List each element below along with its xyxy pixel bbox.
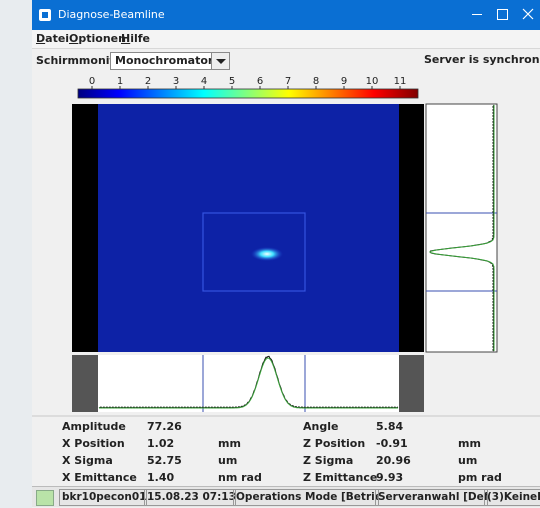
stat-label: Z Position (303, 437, 365, 450)
stat-unit: pm rad (458, 471, 502, 484)
stat-unit: um (218, 454, 237, 467)
stat-unit: mm (218, 437, 241, 450)
stat-label: Z Emittance (303, 471, 377, 484)
status-field: Serveranwahl [Default] (375, 489, 488, 506)
colorbar-tick-label: 4 (201, 76, 207, 87)
status-field: Operations Mode [Betrieb] (233, 489, 379, 506)
stat-label: Amplitude (62, 420, 126, 433)
stat-value: -0.91 (376, 437, 408, 450)
colorbar (78, 89, 418, 98)
stat-label: Angle (303, 420, 338, 433)
colorbar-tick-label: 7 (285, 76, 291, 87)
stat-value: 20.96 (376, 454, 411, 467)
stat-value: 1.40 (147, 471, 174, 484)
stat-label: X Sigma (62, 454, 113, 467)
colorbar-tick-label: 1 (117, 76, 123, 87)
status-field: (3)KeineIniDatei (484, 489, 540, 506)
stat-value: 5.84 (376, 420, 403, 433)
colorbar-tick-label: 9 (341, 76, 347, 87)
stat-label: Z Sigma (303, 454, 353, 467)
colorbar-tick-label: 6 (257, 76, 263, 87)
beam-spot (251, 247, 283, 261)
status-field: bkr10pecon01 (59, 489, 147, 506)
colorbar-tick-label: 3 (173, 76, 179, 87)
status-icon (36, 490, 54, 506)
stat-value: 52.75 (147, 454, 182, 467)
stat-value: 77.26 (147, 420, 182, 433)
colorbar-tick-label: 5 (229, 76, 235, 87)
beam-view: 0 1 2 3 4 5 6 7 8 9 10 11 (0, 0, 540, 420)
stat-unit: nm rad (218, 471, 262, 484)
colorbar-tick-label: 11 (394, 76, 407, 87)
status-field: 15.08.23 07:13:10 (144, 489, 236, 506)
stat-label: X Position (62, 437, 125, 450)
colorbar-tick-label: 8 (313, 76, 319, 87)
stat-unit: um (458, 454, 477, 467)
stat-value: 1.02 (147, 437, 174, 450)
colorbar-tick-label: 0 (89, 76, 95, 87)
colorbar-tick-label: 2 (145, 76, 151, 87)
beam-image (98, 104, 399, 352)
stat-label: X Emittance (62, 471, 137, 484)
colorbar-tick-label: 10 (366, 76, 379, 87)
app-window: Diagnose-Beamline Datei Optionen Hilfe S… (0, 0, 540, 508)
stat-unit: mm (458, 437, 481, 450)
stat-value: 9.93 (376, 471, 403, 484)
z-profile-panel (426, 104, 497, 352)
